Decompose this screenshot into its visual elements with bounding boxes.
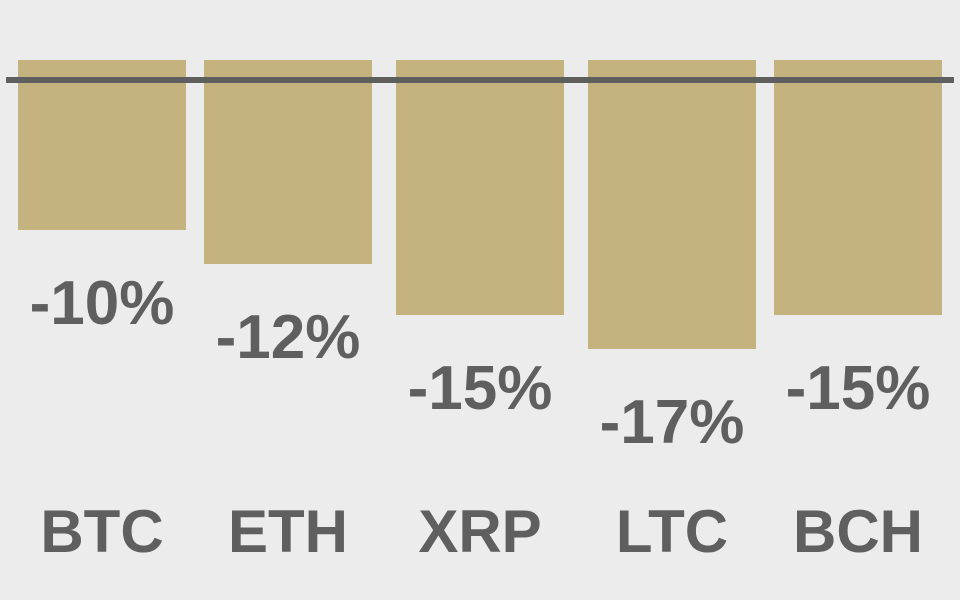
- category-label-ltc: LTC: [616, 498, 728, 565]
- bar-ltc: [588, 60, 756, 349]
- bar-bch: [774, 60, 942, 315]
- category-label-bch: BCH: [793, 498, 923, 565]
- category-label-xrp: XRP: [418, 498, 541, 565]
- value-label-eth: -12%: [216, 303, 361, 372]
- category-label-eth: ETH: [228, 498, 348, 565]
- value-label-xrp: -15%: [408, 354, 553, 423]
- value-label-ltc: -17%: [600, 388, 745, 457]
- bar-eth: [204, 60, 372, 264]
- value-label-btc: -10%: [30, 269, 175, 338]
- bars-group: [18, 60, 942, 349]
- labels-group: -10% BTC -12% ETH -15% XRP -17% LTC -15% BCH: [30, 269, 931, 565]
- bar-xrp: [396, 60, 564, 315]
- value-label-bch: -15%: [786, 354, 931, 423]
- bar-btc: [18, 60, 186, 230]
- category-label-btc: BTC: [40, 498, 163, 565]
